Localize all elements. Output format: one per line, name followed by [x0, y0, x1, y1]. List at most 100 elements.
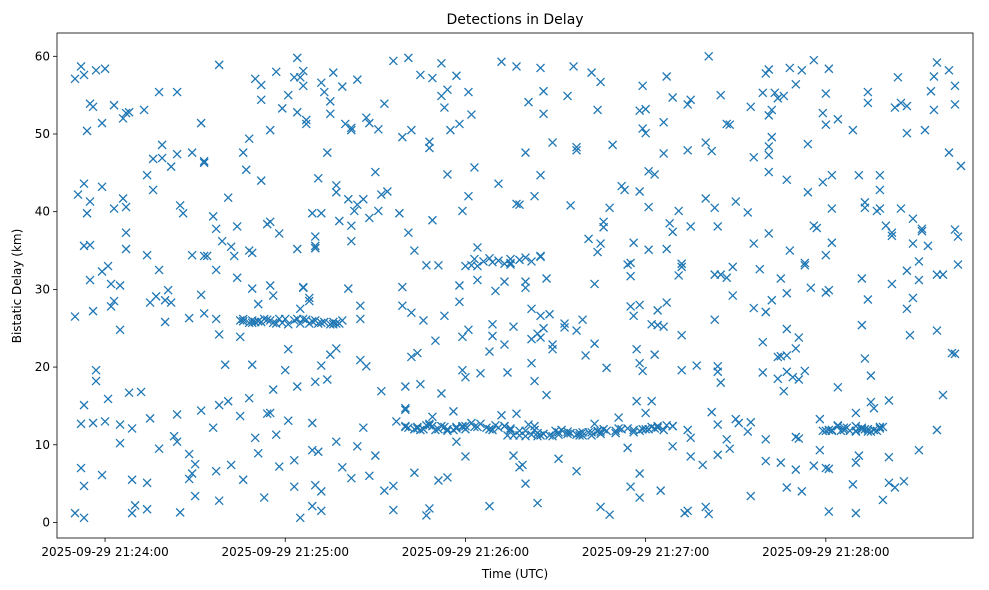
data-point — [725, 444, 735, 454]
data-point — [641, 408, 651, 418]
data-point — [199, 156, 209, 166]
data-point — [373, 124, 383, 134]
data-point — [743, 208, 753, 217]
data-point — [364, 213, 374, 223]
data-point — [605, 510, 615, 520]
data-point — [292, 107, 302, 117]
data-point — [283, 319, 293, 329]
data-point — [653, 423, 663, 433]
data-point — [247, 360, 257, 370]
data-point — [244, 393, 254, 403]
data-point — [331, 319, 341, 329]
data-point — [442, 472, 452, 482]
data-point — [653, 421, 663, 431]
data-point — [578, 430, 588, 440]
data-point — [764, 141, 774, 151]
data-point — [644, 202, 654, 212]
data-point — [878, 422, 888, 432]
data-point — [677, 365, 687, 375]
x-tick-label: 2025-09-29 21:24:00 — [41, 545, 168, 559]
data-point — [88, 306, 98, 316]
data-point — [716, 378, 726, 388]
x-axis-ticks: 2025-09-29 21:24:00 2025-09-29 21:25:00 20… — [41, 538, 890, 559]
data-point — [602, 363, 612, 373]
data-point — [274, 462, 284, 471]
data-point — [289, 482, 299, 492]
data-point — [190, 459, 200, 469]
data-point — [533, 498, 542, 508]
data-point — [268, 291, 278, 301]
data-point — [521, 148, 530, 158]
data-point — [767, 105, 777, 115]
data-point — [121, 108, 131, 118]
data-point — [794, 375, 804, 384]
chart-title: Detections in Delay — [446, 12, 583, 28]
data-point — [439, 311, 449, 321]
data-point — [791, 79, 801, 89]
data-point — [536, 63, 545, 73]
data-point — [554, 430, 564, 440]
data-point — [545, 430, 554, 440]
data-point — [605, 203, 615, 213]
data-point — [91, 65, 101, 75]
data-point — [238, 148, 248, 158]
data-point — [677, 259, 687, 269]
data-point — [424, 420, 434, 430]
data-point — [310, 232, 320, 242]
data-point — [926, 86, 936, 96]
data-point — [563, 429, 573, 439]
data-point — [950, 100, 960, 109]
data-point — [85, 275, 95, 285]
data-point — [500, 259, 509, 269]
data-point — [566, 201, 576, 210]
data-point — [223, 396, 233, 406]
data-point — [815, 414, 825, 424]
data-point — [944, 65, 954, 75]
data-point — [343, 284, 353, 294]
data-point — [457, 206, 467, 216]
data-point — [662, 72, 672, 81]
data-point — [827, 204, 837, 214]
data-point — [454, 281, 464, 290]
data-point — [322, 148, 332, 158]
data-point — [875, 423, 885, 433]
data-point — [494, 179, 503, 189]
data-point — [584, 234, 594, 244]
data-point — [79, 400, 89, 410]
data-point — [611, 428, 621, 438]
data-point — [88, 418, 98, 428]
data-point — [824, 464, 834, 474]
data-point — [638, 124, 648, 134]
data-point — [506, 254, 515, 264]
data-point — [506, 425, 515, 435]
data-point — [509, 451, 518, 461]
data-point — [515, 462, 524, 472]
data-point — [626, 258, 636, 268]
data-point — [521, 431, 530, 441]
data-point — [79, 70, 89, 80]
data-point — [97, 118, 107, 128]
data-point — [409, 246, 419, 255]
data-point — [346, 473, 356, 483]
data-point — [124, 388, 134, 398]
data-point — [839, 423, 849, 433]
data-point — [382, 187, 392, 196]
data-point — [364, 118, 374, 128]
data-point — [280, 314, 290, 324]
data-point — [310, 241, 320, 251]
data-point — [310, 243, 320, 253]
data-point — [430, 425, 440, 435]
x-tick-label: 2025-09-29 21:27:00 — [582, 545, 709, 559]
data-point — [593, 105, 603, 115]
data-point — [436, 421, 446, 431]
data-point — [307, 445, 317, 455]
data-point — [328, 68, 338, 78]
data-point — [767, 132, 777, 142]
data-point — [749, 239, 759, 249]
y-tick-label: 60 — [35, 49, 50, 63]
data-point — [497, 410, 506, 420]
data-point — [73, 190, 83, 200]
data-point — [527, 304, 536, 314]
data-point — [196, 406, 206, 416]
data-point — [563, 91, 573, 101]
